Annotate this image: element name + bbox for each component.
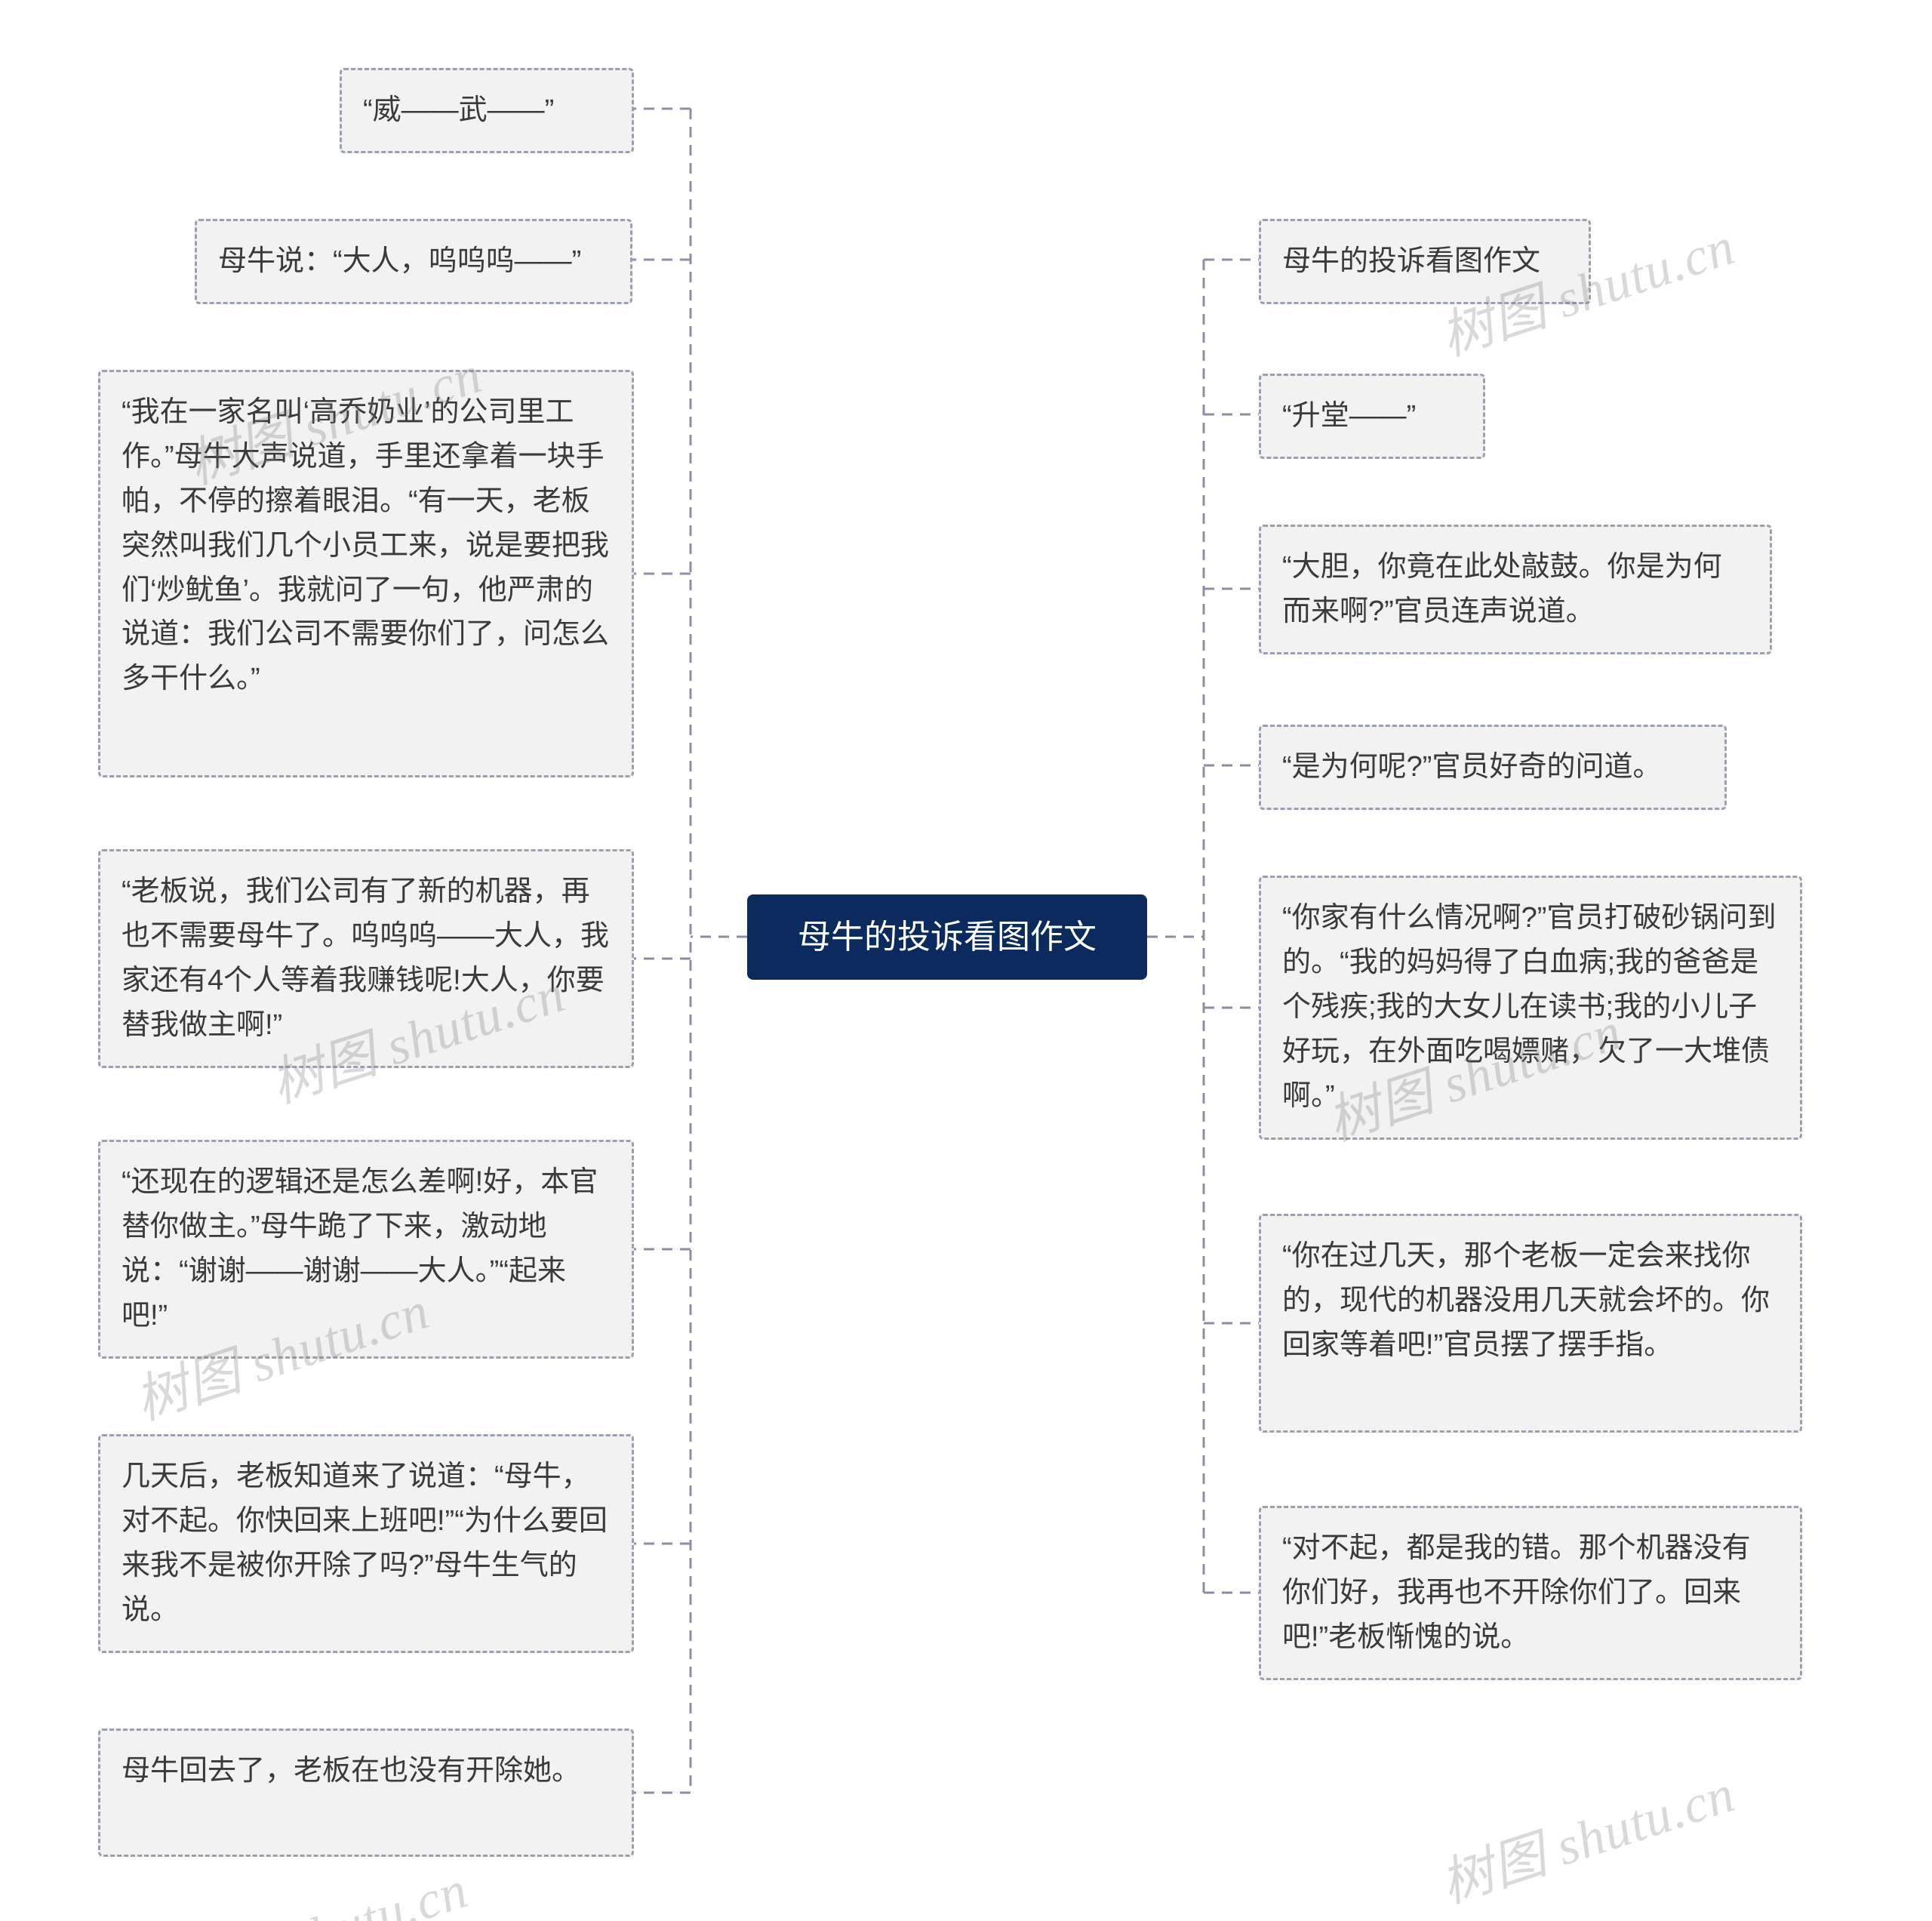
child-node-r3: “大胆，你竟在此处敲鼓。你是为何而来啊?”官员连声说道。 xyxy=(1259,525,1772,654)
mindmap-canvas: 母牛的投诉看图作文 “威——武——” 母牛说：“大人，呜呜呜——” “我在一家名叫‘… xyxy=(0,0,1932,1921)
center-node-text: 母牛的投诉看图作文 xyxy=(798,919,1097,956)
child-node-r2: “升堂——” xyxy=(1259,374,1485,459)
child-node-l1: “威——武——” xyxy=(340,68,634,153)
watermark: 树图 shutu.cn xyxy=(1429,1751,1743,1918)
child-node-r7: “对不起，都是我的错。那个机器没有你们好，我再也不开除你们了。回来吧!”老板惭愧… xyxy=(1259,1506,1802,1680)
child-node-r1: 母牛的投诉看图作文 xyxy=(1259,219,1591,304)
child-node-l6: 几天后，老板知道来了说道：“母牛，对不起。你快回来上班吧!”“为什么要回来我不是… xyxy=(98,1434,634,1653)
child-node-l3: “我在一家名叫‘高乔奶业’的公司里工作。”母牛大声说道，手里还拿着一块手帕，不停… xyxy=(98,370,634,777)
watermark: shutu.cn xyxy=(282,1860,475,1921)
child-node-l4: “老板说，我们公司有了新的机器，再也不需要母牛了。呜呜呜——大人，我家还有4个人… xyxy=(98,849,634,1068)
child-node-r6: “你在过几天，那个老板一定会来找你的，现代的机器没用几天就会坏的。你回家等着吧!… xyxy=(1259,1214,1802,1433)
child-node-r5: “你家有什么情况啊?”官员打破砂锅问到的。“我的妈妈得了白血病;我的爸爸是个残疾… xyxy=(1259,876,1802,1140)
child-node-l5: “还现在的逻辑还是怎么差啊!好，本官替你做主。”母牛跪了下来，激动地说：“谢谢—… xyxy=(98,1140,634,1359)
center-node: 母牛的投诉看图作文 xyxy=(747,894,1147,980)
child-node-l7: 母牛回去了，老板在也没有开除她。 xyxy=(98,1729,634,1857)
child-node-r4: “是为何呢?”官员好奇的问道。 xyxy=(1259,725,1727,810)
child-node-l2: 母牛说：“大人，呜呜呜——” xyxy=(195,219,632,304)
